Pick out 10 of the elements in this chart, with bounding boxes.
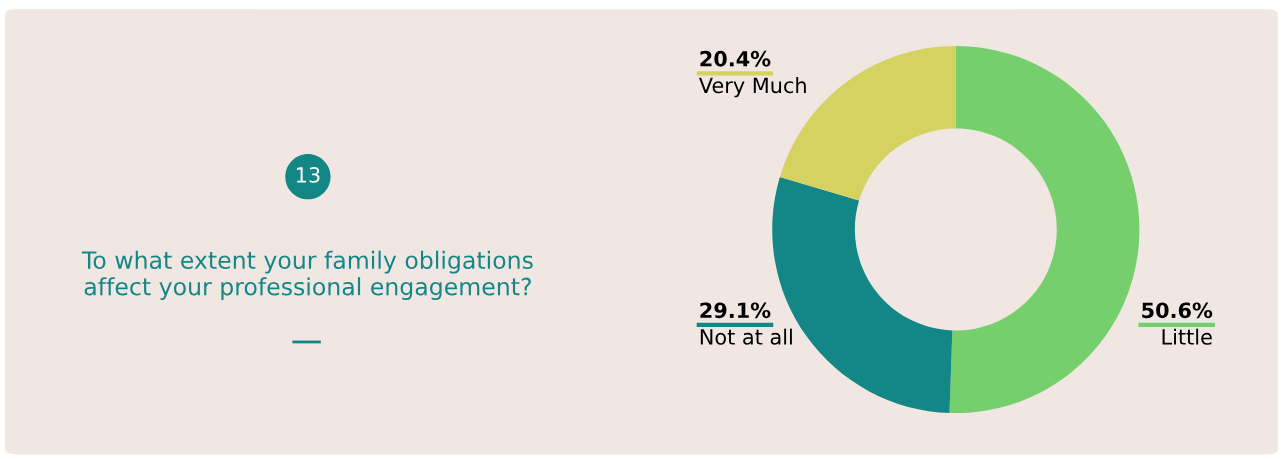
data-label: 50.6%: [1142, 302, 1213, 319]
text: 13: [296, 167, 320, 183]
data-label: 29.1%: [700, 302, 771, 319]
text: To what extent your family obligations affect your professional engagement?: [81, 250, 533, 301]
slice-label: Little: [1162, 328, 1212, 345]
donut-slice: [772, 176, 953, 413]
donut-slice: [949, 45, 1140, 414]
slice-label: Not at all: [700, 328, 792, 345]
data-label: 20.4%: [700, 50, 771, 67]
legend-label: Very Much: [698, 77, 806, 98]
